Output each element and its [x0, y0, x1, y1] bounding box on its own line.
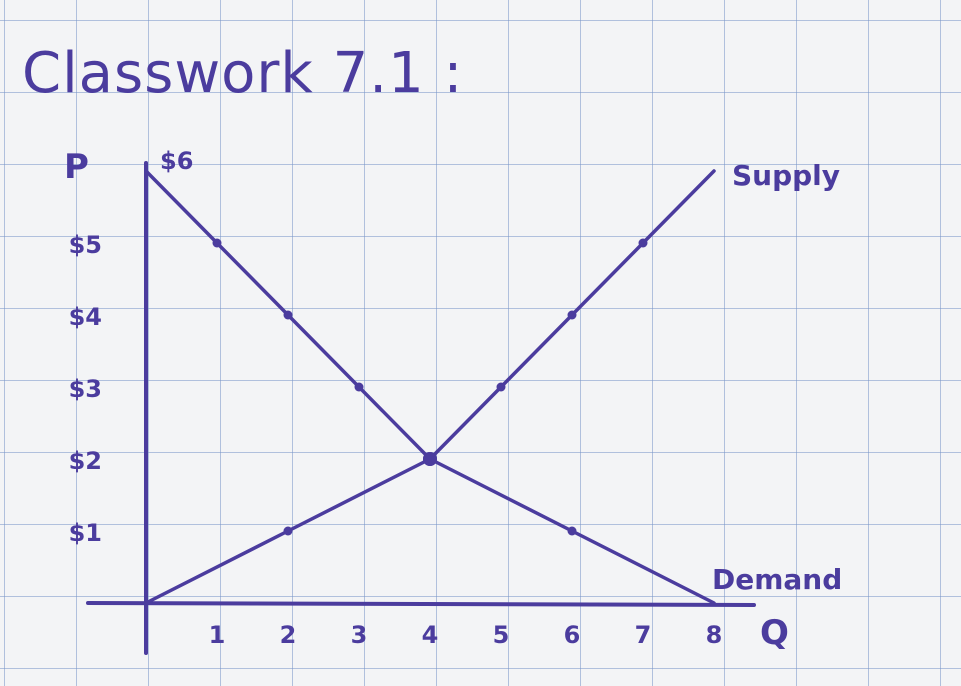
data-points: [212, 238, 648, 536]
x-tick-label: 3: [351, 621, 368, 649]
x-tick-label: 7: [635, 621, 652, 649]
supply-point: [638, 238, 648, 248]
x-tick-label: 2: [280, 621, 297, 649]
demand-point: [567, 526, 577, 536]
y-tick-label: $5: [69, 231, 102, 259]
demand-curve: [144, 169, 716, 605]
supply-point: [283, 526, 293, 536]
supply-curve: [144, 169, 716, 605]
x-axis-line: [86, 601, 756, 607]
y-tick-label: $3: [69, 375, 102, 403]
y-axis-label: P: [64, 147, 89, 187]
x-tick-label: 4: [422, 621, 439, 649]
demand-point: [212, 238, 222, 248]
chart-title: Classwork 7.1 :: [22, 41, 463, 106]
supply-point: [567, 310, 577, 320]
axes: [86, 161, 756, 655]
y-tick-label: $2: [69, 447, 102, 475]
y-tick-label: $1: [69, 519, 102, 547]
y-tick-label: $6: [160, 147, 193, 175]
x-tick-label: 8: [706, 621, 723, 649]
demand-curve-label: Demand: [712, 563, 842, 596]
x-tick-label: 6: [564, 621, 581, 649]
x-tick-label: 1: [209, 621, 226, 649]
demand-point: [354, 382, 364, 392]
y-tick-label: $4: [69, 303, 102, 331]
x-tick-label: 5: [493, 621, 510, 649]
supply-curve-label: Supply: [732, 159, 840, 192]
demand-point: [423, 452, 437, 466]
tick-labels: 1 2 3 4 5 6 7 8 $1 $2 $3 $4 $5 $6: [69, 147, 723, 649]
curves: Supply Demand: [144, 159, 842, 605]
x-axis-label: Q: [760, 613, 789, 653]
demand-point: [283, 310, 293, 320]
supply-point: [496, 382, 506, 392]
